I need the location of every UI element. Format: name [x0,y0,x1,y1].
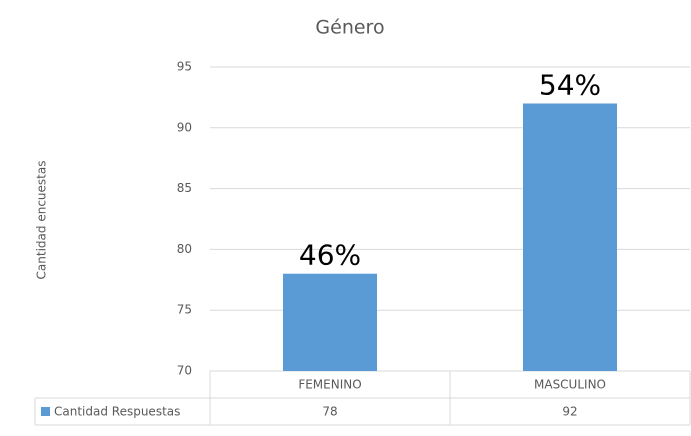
y-tick-label: 75 [177,303,192,317]
y-tick-label: 90 [177,120,192,134]
legend-label: Cantidad Respuestas [54,405,180,419]
legend-swatch [41,407,50,416]
y-tick-label: 95 [177,60,192,74]
bar [523,103,617,371]
chart-title: Género [315,17,384,39]
data-label: 46% [299,239,361,272]
y-tick-label: 85 [177,181,192,195]
y-tick-label: 70 [177,364,192,378]
x-tick-label: MASCULINO [534,378,606,392]
y-axis-title: Cantidad encuestas [35,161,49,280]
y-tick-label: 80 [177,242,192,256]
data-label: 54% [539,68,601,101]
x-tick-label: FEMENINO [298,378,361,392]
table-value: 78 [322,405,337,419]
bar [283,273,377,371]
table-value: 92 [562,405,577,419]
